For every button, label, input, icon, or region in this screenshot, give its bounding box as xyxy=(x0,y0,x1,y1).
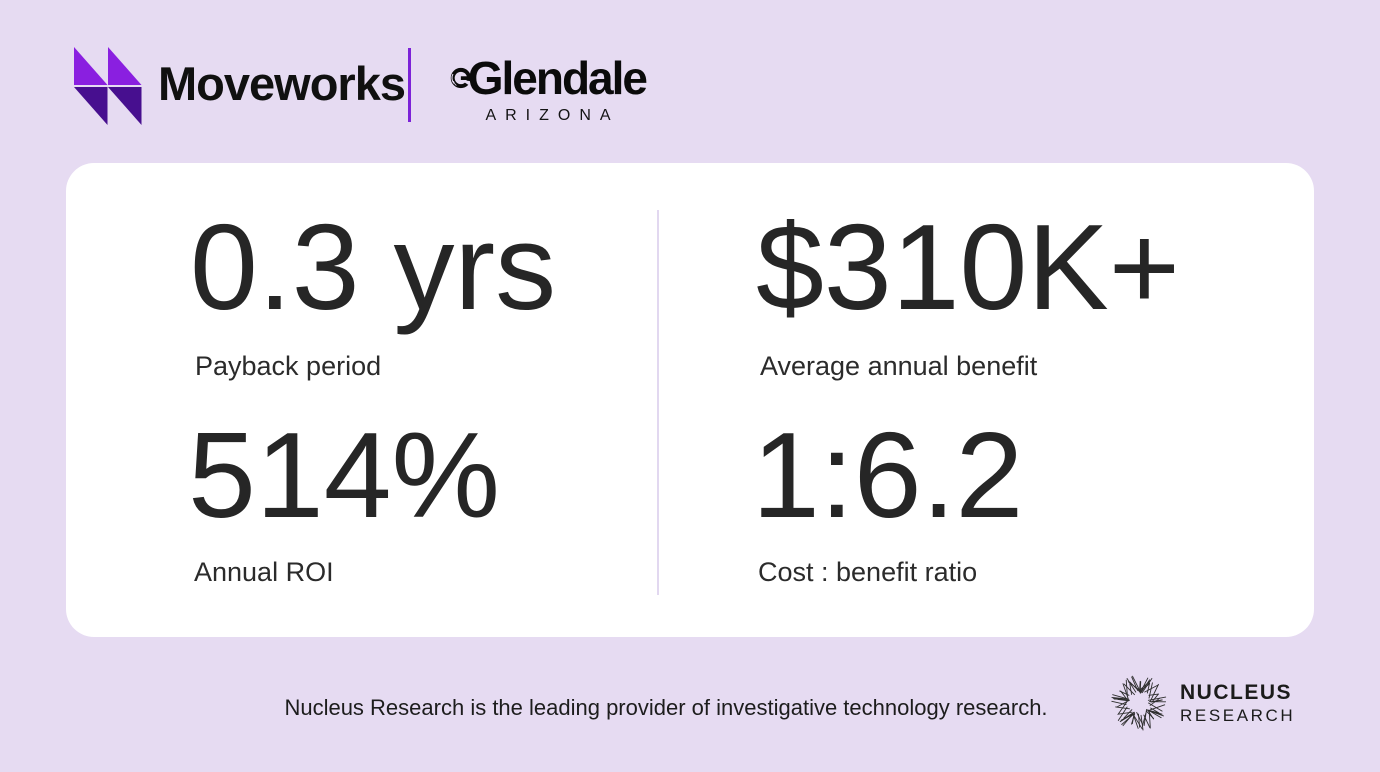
moveworks-triangle-top-left xyxy=(74,47,108,85)
stat-value-payback-period: 0.3 yrs xyxy=(190,199,557,335)
logo-separator-line xyxy=(408,48,411,122)
nucleus-starburst-icon xyxy=(1111,675,1167,731)
moveworks-triangle-bottom-right xyxy=(108,87,142,125)
nucleus-logo-name: NUCLEUS xyxy=(1180,681,1293,704)
stat-value-annual-roi: 514% xyxy=(188,407,501,543)
stat-label-payback-period: Payback period xyxy=(195,351,382,381)
moveworks-triangle-bottom-left xyxy=(74,87,108,125)
nucleus-logo-subname: RESEARCH xyxy=(1180,706,1296,725)
stat-value-average-annual-benefit: $310K+ xyxy=(756,199,1181,335)
glendale-subtitle: ARIZONA xyxy=(485,107,620,124)
stats-card-divider xyxy=(657,210,659,595)
moveworks-triangle-top-right xyxy=(108,47,142,85)
glendale-g-icon xyxy=(450,67,474,89)
moveworks-logo-icon xyxy=(74,47,142,125)
stat-label-average-annual-benefit: Average annual benefit xyxy=(760,351,1038,381)
stat-value-cost-benefit-ratio: 1:6.2 xyxy=(752,407,1024,543)
glendale-logo: Glendale ARIZONA xyxy=(450,52,648,125)
nucleus-research-logo: NUCLEUS RESEARCH xyxy=(1110,674,1295,732)
stat-label-annual-roi: Annual ROI xyxy=(194,557,334,587)
stat-label-cost-benefit-ratio: Cost : benefit ratio xyxy=(758,557,978,587)
stats-card xyxy=(66,163,1314,637)
glendale-name: Glendale xyxy=(467,52,648,104)
nucleus-tagline: Nucleus Research is the leading provider… xyxy=(284,695,1048,720)
moveworks-wordmark: Moveworks xyxy=(158,57,406,110)
